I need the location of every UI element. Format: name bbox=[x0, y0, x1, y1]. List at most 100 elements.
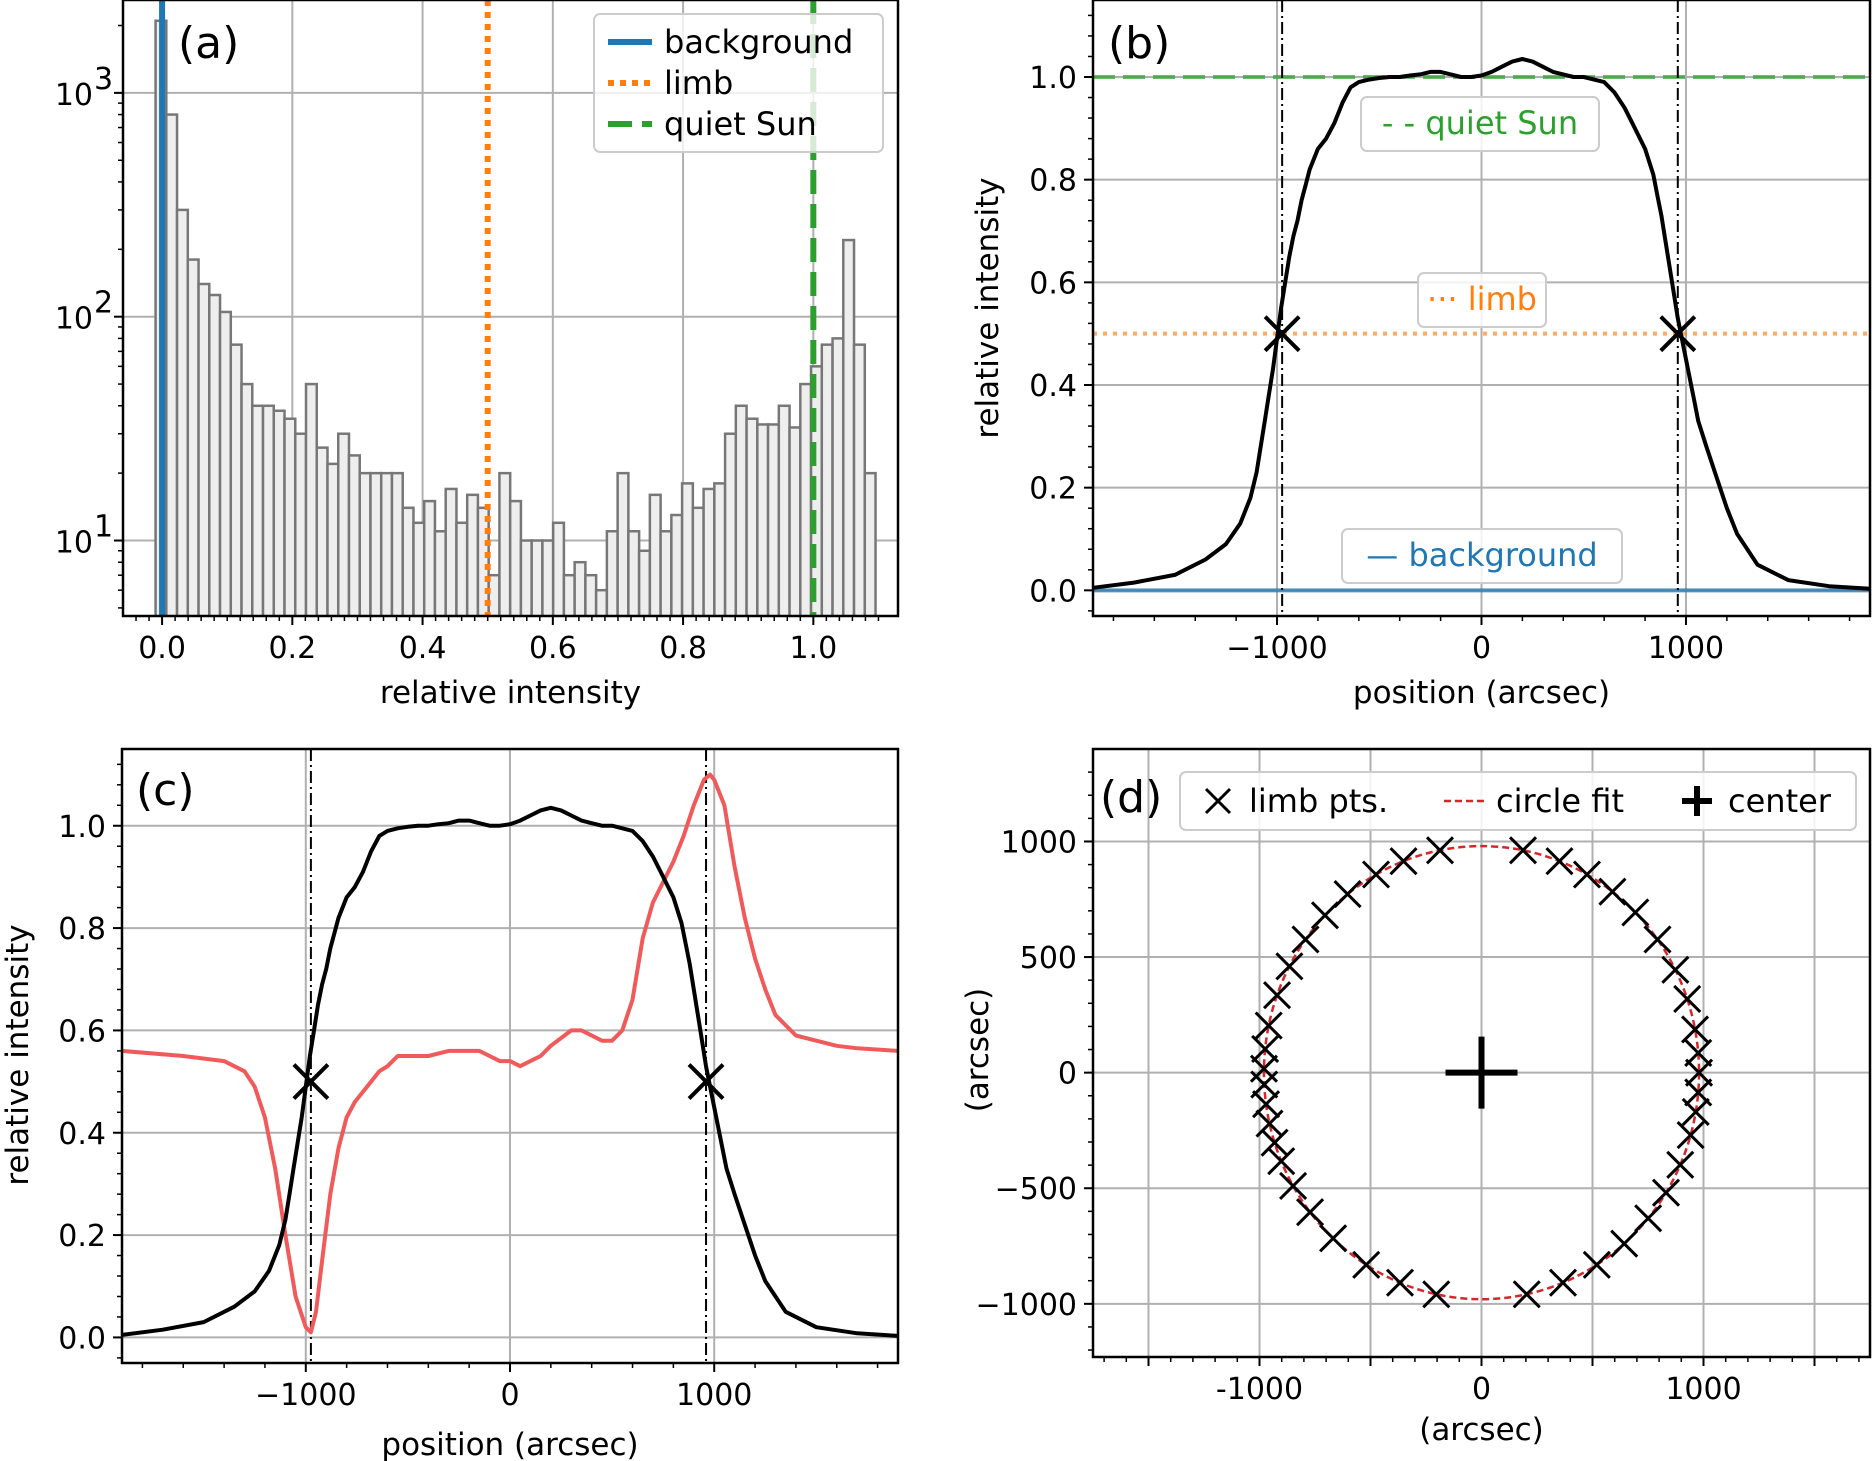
limb-point-marker bbox=[1295, 1198, 1325, 1227]
c-ytick-label: 0.6 bbox=[58, 1014, 106, 1049]
panel-label: (c) bbox=[136, 765, 195, 816]
limb-point-marker-stroke bbox=[1260, 1128, 1289, 1157]
histogram-bar bbox=[637, 549, 652, 616]
histogram-bar bbox=[347, 454, 361, 616]
a-ytick-label: 10 bbox=[55, 78, 93, 113]
limb-point-marker bbox=[1267, 1147, 1296, 1176]
limb-point-marker bbox=[1582, 1250, 1611, 1279]
a-ytick-label: 10 bbox=[55, 302, 93, 337]
a-ytick-exponent: 2 bbox=[94, 286, 113, 321]
histogram-bar bbox=[401, 506, 415, 616]
c-xtick-label: −1000 bbox=[255, 1378, 356, 1413]
panel-label: (b) bbox=[1108, 18, 1170, 69]
limb-point-marker-stroke bbox=[1634, 1204, 1663, 1233]
panel-d: -1000 0 1000 −1000 −500 0 500 1000 limb pts. circ… bbox=[960, 747, 1872, 1448]
limb-point-marker bbox=[687, 1063, 725, 1100]
histogram-bar bbox=[734, 404, 748, 616]
limb-point-marker bbox=[1260, 1128, 1289, 1157]
limb-point-marker bbox=[1666, 1150, 1695, 1179]
limb-point-marker bbox=[1643, 925, 1672, 954]
limb-point-marker-stroke bbox=[1310, 901, 1340, 930]
limb-point-marker-stroke bbox=[1666, 1150, 1695, 1179]
histogram-bar bbox=[412, 521, 426, 616]
limb-point-marker bbox=[1681, 1015, 1710, 1044]
a-xlabel: relative intensity bbox=[380, 675, 641, 711]
histogram-bar bbox=[691, 506, 705, 616]
annotation-box bbox=[1417, 272, 1547, 328]
histogram-bar bbox=[702, 487, 716, 616]
axes-frame bbox=[121, 0, 900, 618]
histogram-bar bbox=[745, 417, 759, 616]
histogram-bar bbox=[358, 471, 372, 616]
histogram-bar bbox=[197, 282, 211, 616]
limb-point-marker bbox=[1676, 1121, 1705, 1150]
b-ytick-label: 0.2 bbox=[1029, 472, 1077, 507]
limb-point-marker bbox=[1548, 1268, 1578, 1297]
limb-point-marker-stroke bbox=[1684, 1078, 1713, 1107]
annotation-label: - - quiet Sun bbox=[1382, 104, 1578, 142]
limb-point-marker-stroke bbox=[1643, 925, 1672, 954]
histogram-bar bbox=[294, 432, 308, 616]
d-xtick-label: 1000 bbox=[1665, 1372, 1741, 1407]
histogram-bar bbox=[584, 573, 598, 616]
histogram-bar bbox=[240, 382, 254, 616]
limb-point-marker-stroke bbox=[1267, 1147, 1296, 1176]
c-xlabel: position (arcsec) bbox=[381, 1427, 638, 1461]
histogram-bar bbox=[465, 493, 480, 616]
limb-point-marker bbox=[1572, 860, 1602, 889]
legend-label: quiet Sun bbox=[664, 105, 817, 143]
limb-point-marker-stroke bbox=[1681, 1015, 1710, 1044]
legend-box bbox=[593, 13, 884, 153]
panel-c: −1000 0 1000 0.0 0.2 0.4 0.6 0.8 1.0 (c) position … bbox=[0, 747, 900, 1461]
limb-point-marker-stroke bbox=[1255, 1109, 1284, 1138]
legend-label: limb pts. bbox=[1249, 782, 1388, 820]
limb-point-marker-stroke bbox=[1425, 836, 1455, 865]
c-ytick-label: 0.0 bbox=[58, 1321, 106, 1356]
limb-point-marker-stroke bbox=[1352, 1250, 1381, 1279]
panel-b: −1000 0 1000 0.0 0.2 0.4 0.6 0.8 1.0 - - quiet Su… bbox=[970, 0, 1872, 711]
limb-point-marker-stroke bbox=[1361, 860, 1391, 889]
c-ytick-label: 0.4 bbox=[58, 1117, 106, 1152]
histogram-bar bbox=[766, 423, 781, 616]
c-ytick-label: 0.2 bbox=[58, 1219, 106, 1254]
panel-label: (d) bbox=[1100, 772, 1162, 823]
histogram-bar bbox=[379, 471, 394, 616]
histogram-bar bbox=[616, 471, 630, 616]
c-ytick-label: 1.0 bbox=[58, 810, 106, 845]
limb-point-marker bbox=[1352, 1250, 1381, 1279]
b-ytick-label: 0.6 bbox=[1029, 266, 1077, 301]
limb-point-marker bbox=[1545, 847, 1574, 876]
limb-point-marker-stroke bbox=[1512, 1280, 1541, 1309]
limb-point-marker bbox=[1333, 880, 1362, 909]
c-xtick-label: 0 bbox=[500, 1378, 519, 1413]
histogram-bar bbox=[551, 521, 566, 616]
c-xtick-label: 1000 bbox=[676, 1378, 752, 1413]
limb-point-marker bbox=[292, 1063, 330, 1100]
limb-point-marker bbox=[1508, 836, 1538, 865]
a-xtick-label: 1.0 bbox=[789, 631, 837, 666]
a-xtick-label: 0.6 bbox=[529, 631, 577, 666]
b-ytick-label: 0.0 bbox=[1029, 574, 1077, 609]
histogram-bar bbox=[573, 560, 587, 616]
d-xlabel: (arcsec) bbox=[1419, 1412, 1544, 1448]
limb-point-marker bbox=[1361, 860, 1391, 889]
histogram-bar bbox=[175, 208, 190, 616]
limb-point-marker bbox=[1254, 1011, 1283, 1040]
limb-point-marker bbox=[1684, 1038, 1713, 1067]
histogram-bar bbox=[218, 310, 233, 616]
limb-point-marker-stroke bbox=[1621, 898, 1650, 927]
histogram-bar bbox=[541, 539, 555, 616]
b-xtick-label: 0 bbox=[1472, 631, 1491, 666]
histogram-bar bbox=[530, 539, 544, 616]
histogram-bar bbox=[369, 471, 383, 616]
limb-point-marker-stroke bbox=[1548, 1268, 1578, 1297]
limb-point-marker-stroke bbox=[1319, 1224, 1348, 1253]
histogram-bar bbox=[852, 343, 867, 616]
limb-point-marker-stroke bbox=[1251, 1034, 1280, 1064]
legend-label: circle fit bbox=[1496, 782, 1624, 820]
histogram-bar bbox=[208, 293, 222, 616]
limb-point-marker bbox=[1651, 1178, 1681, 1207]
